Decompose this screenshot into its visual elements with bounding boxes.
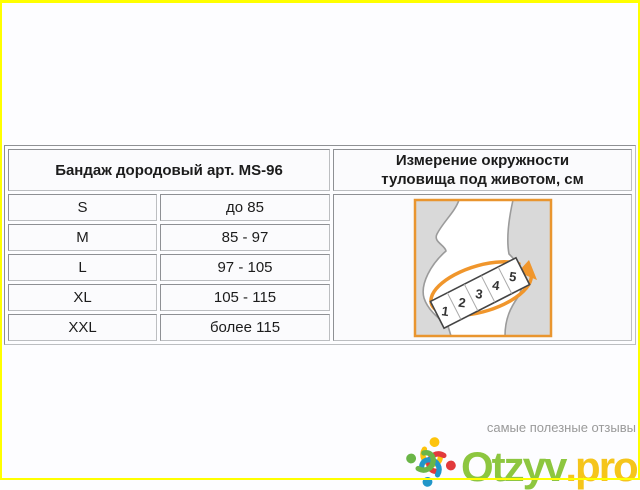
size-chart: Бандаж дородовый арт. MS-96 Измерение ок… xyxy=(4,145,636,345)
table-header-right-label: Измерение окружности туловища под живото… xyxy=(381,152,584,188)
tape-number: 1 xyxy=(440,303,449,319)
tape-number: 4 xyxy=(491,277,501,293)
header-row: Бандаж дородовый арт. MS-96 Измерение ок… xyxy=(8,149,632,191)
table-row: XXL более 115 xyxy=(8,314,632,341)
otzyv-logo: самые полезные отзывы Otzyv .pro xyxy=(402,420,639,490)
brand-text-primary: Otzyv xyxy=(461,443,567,490)
tape-number: 5 xyxy=(508,268,517,284)
tape-number: 2 xyxy=(457,294,466,310)
measuring-tape: 1 2 3 4 5 xyxy=(428,256,531,329)
measurement-illustration: 1 2 3 4 5 xyxy=(334,198,631,338)
size-cell: XXL xyxy=(8,314,157,341)
table-row: XL 105 - 115 xyxy=(8,284,632,311)
illustration-cell: 1 2 3 4 5 xyxy=(333,194,632,341)
diagram-border xyxy=(413,198,552,337)
size-cell: L xyxy=(8,254,157,281)
logo-tagline: самые полезные отзывы xyxy=(486,420,636,435)
size-cell: S xyxy=(8,194,157,221)
tape-number: 3 xyxy=(474,286,483,302)
table-row: L 97 - 105 xyxy=(8,254,632,281)
range-cell: 105 - 115 xyxy=(160,284,330,311)
measurement-diagram: 1 2 3 4 5 xyxy=(413,198,552,337)
size-cell: M xyxy=(8,224,157,251)
table-header-left: Бандаж дородовый арт. MS-96 xyxy=(8,149,330,191)
table-row: M 85 - 97 xyxy=(8,224,632,251)
table-header-right: Измерение окружности туловища под живото… xyxy=(333,149,632,191)
table-row: S до 85 xyxy=(8,194,632,341)
range-cell: до 85 xyxy=(160,194,330,221)
brand-text-suffix: .pro xyxy=(565,443,638,490)
range-cell: 97 - 105 xyxy=(160,254,330,281)
range-cell: более 115 xyxy=(160,314,330,341)
size-table: Бандаж дородовый арт. MS-96 Измерение ок… xyxy=(4,145,636,345)
range-cell: 85 - 97 xyxy=(160,224,330,251)
size-cell: XL xyxy=(8,284,157,311)
